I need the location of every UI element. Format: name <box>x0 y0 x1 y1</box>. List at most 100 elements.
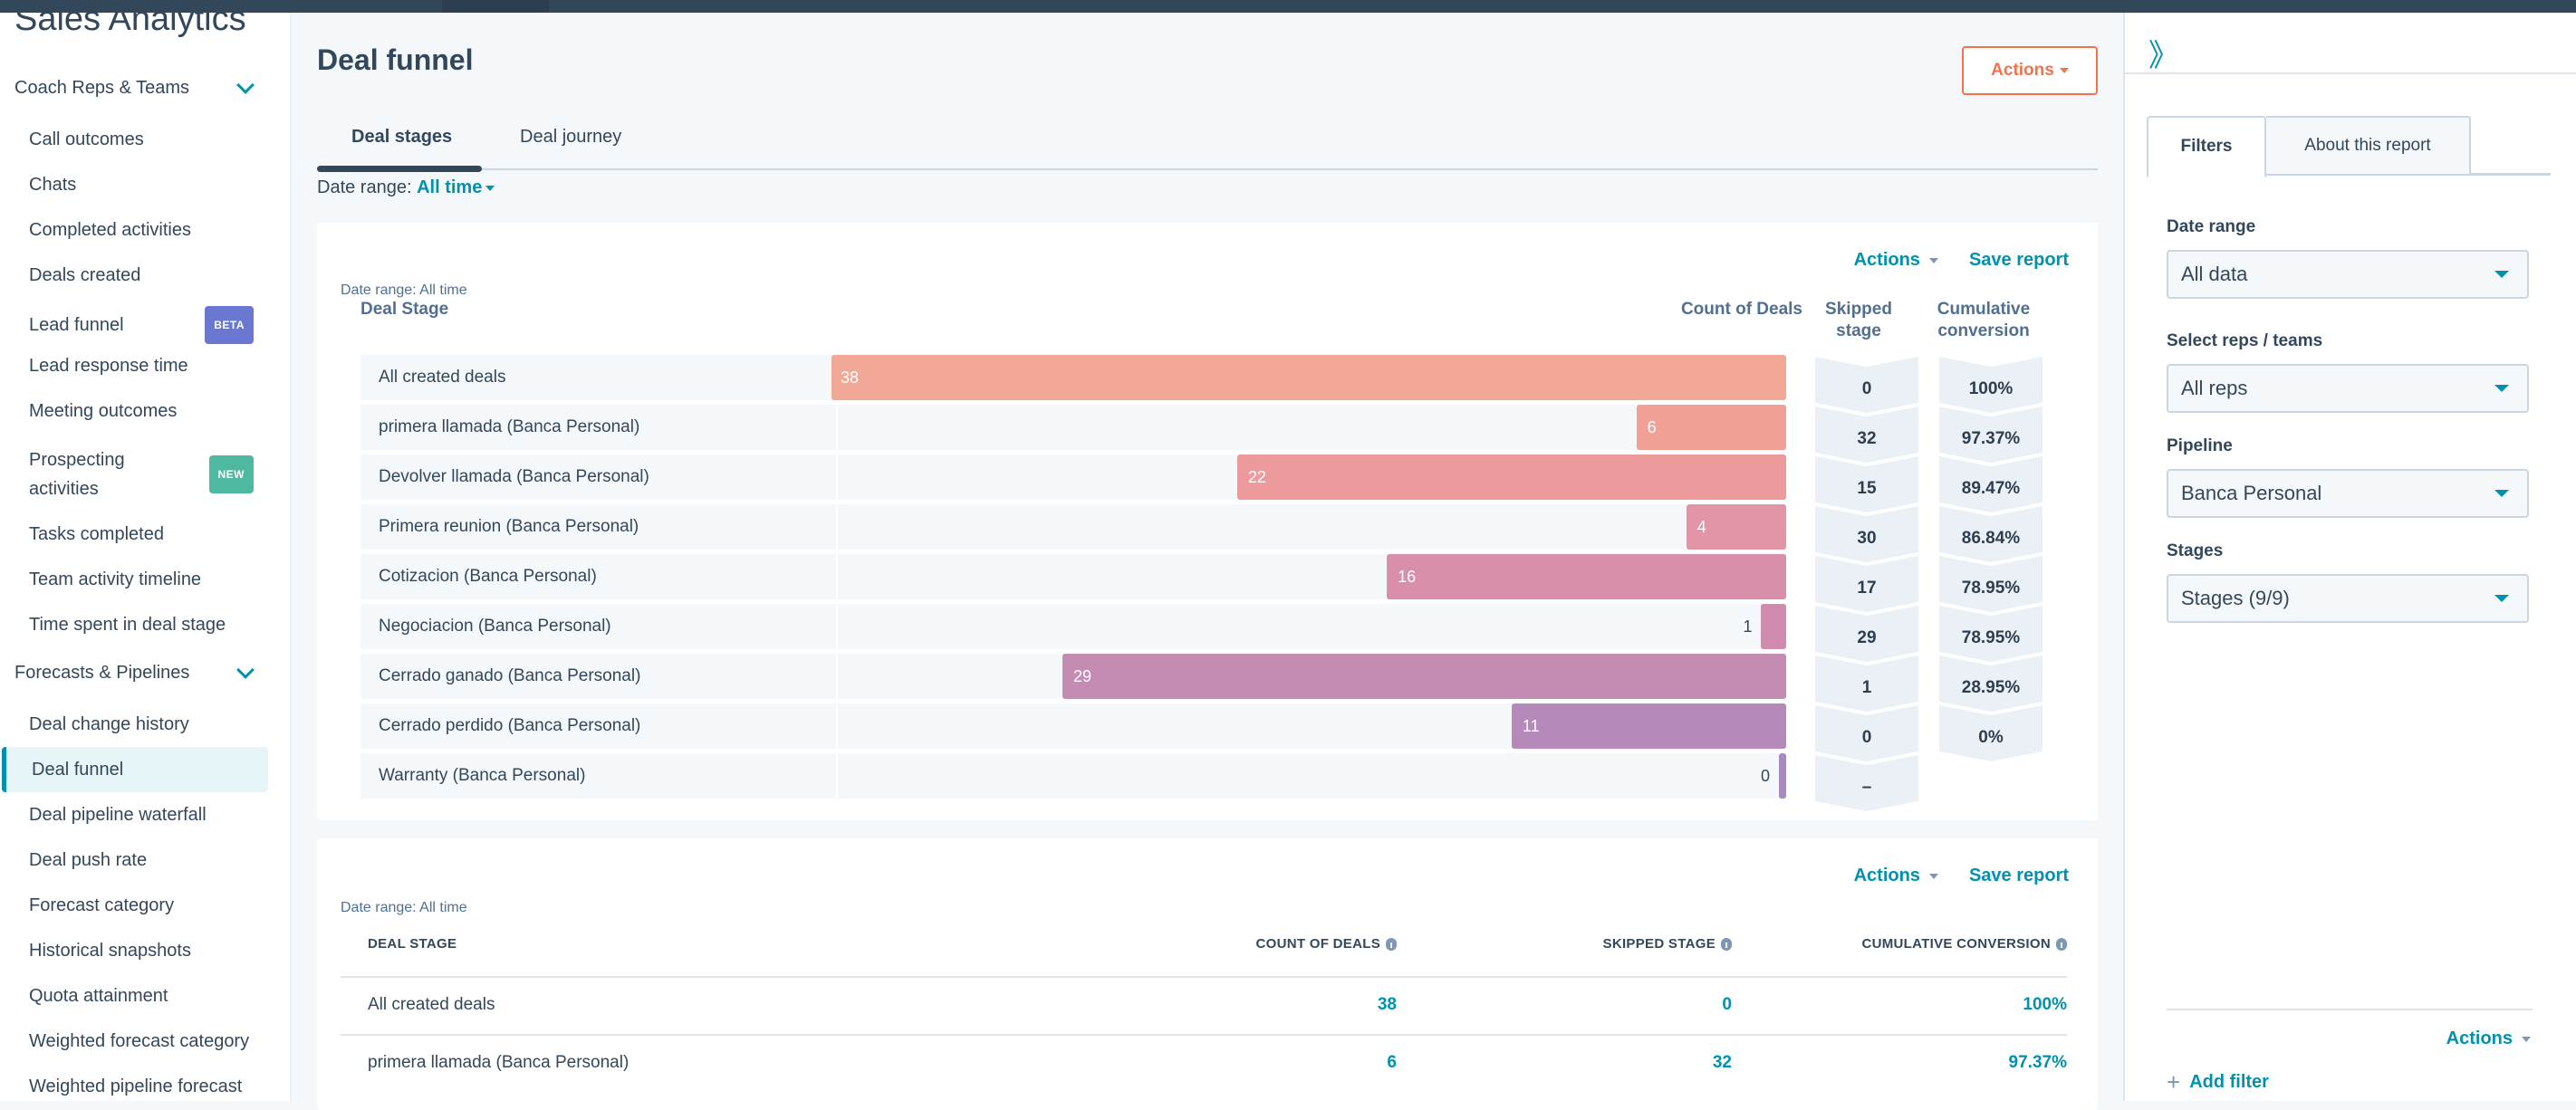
funnel-bar[interactable] <box>1236 455 1786 500</box>
filters-panel: 》 Filters About this report Actions + Add… <box>2123 13 2576 1101</box>
funnel-bar-track: 22 <box>838 455 1786 500</box>
cell-skipped-stage[interactable]: 32 <box>1712 1053 1732 1072</box>
funnel-stage-label: Cerrado ganado (Banca Personal) <box>360 654 836 699</box>
new-badge: NEW <box>208 455 254 493</box>
top-nav-active-tab[interactable] <box>442 0 549 13</box>
filter-select-pipeline[interactable]: Banca Personal <box>2167 469 2529 518</box>
sidebar-item-label: Weighted pipeline forecast <box>29 1077 243 1096</box>
tab-deal-journey[interactable]: Deal journey <box>520 127 622 147</box>
filter-select-select-reps-teams[interactable]: All reps <box>2167 364 2529 413</box>
cell-count-of-deals[interactable]: 6 <box>1387 1053 1397 1072</box>
info-icon[interactable] <box>1721 937 1732 951</box>
funnel-bar[interactable] <box>1636 405 1786 450</box>
sidebar-item[interactable]: Deal pipeline waterfall <box>29 800 254 829</box>
funnel-row: Cotizacion (Banca Personal) 16 <box>360 554 1786 599</box>
caret-down-icon <box>1928 257 1938 263</box>
skipped-stage-cell: 0 <box>1815 705 1918 761</box>
sidebar-item[interactable]: Tasks completed <box>29 520 254 549</box>
cumulative-conversion-cell: 100% <box>1939 357 2043 413</box>
cell-count-of-deals[interactable]: 38 <box>1377 995 1397 1014</box>
cell-deal-stage: All created deals <box>368 995 495 1014</box>
skipped-stage-cell: 29 <box>1815 606 1918 662</box>
sidebar-item-label: Completed activities <box>29 220 191 240</box>
funnel-bar[interactable] <box>1686 504 1786 550</box>
sidebar-group-label: Forecasts & Pipelines <box>14 663 190 683</box>
skipped-stage-cell: 32 <box>1815 407 1918 463</box>
panel-actions-button[interactable]: Actions <box>2446 1029 2531 1049</box>
funnel-bar[interactable] <box>1387 554 1786 599</box>
funnel-bar-track: 0 <box>838 753 1786 799</box>
sidebar-item[interactable]: Weighted forecast category <box>29 1027 254 1056</box>
col-header-cumulative-conversion: Cumulative conversion <box>1937 300 2031 340</box>
funnel-row: Negociacion (Banca Personal) 1 <box>360 604 1786 649</box>
sidebar-item[interactable]: Team activity timeline <box>29 565 254 594</box>
tab-filters[interactable]: Filters <box>2147 116 2266 178</box>
th-label: COUNT OF DEALS <box>1255 936 1380 952</box>
funnel-bar[interactable] <box>1511 703 1786 749</box>
cell-skipped-stage[interactable]: 0 <box>1722 995 1732 1014</box>
funnel-value-label: 11 <box>1522 717 1540 735</box>
cumulative-conversion-cell: 78.95% <box>1939 556 2043 612</box>
sidebar-item[interactable]: Prospecting activities NEW <box>29 445 254 503</box>
funnel-bar-track: 4 <box>838 504 1786 550</box>
sidebar-item[interactable]: Completed activities <box>29 215 254 244</box>
sidebar-item-label: Lead funnel <box>29 315 124 335</box>
add-filter-button[interactable]: + Add filter <box>2167 1068 2269 1096</box>
col-header-count-of-deals: Count of Deals <box>1680 300 1802 319</box>
plus-icon: + <box>2167 1068 2181 1096</box>
sidebar-item[interactable]: Deal funnel <box>2 747 268 792</box>
sidebar-group-1[interactable]: Forecasts & Pipelines <box>14 660 257 684</box>
cell-cumulative-conversion[interactable]: 100% <box>2023 995 2067 1014</box>
sidebar-item-label: Call outcomes <box>29 129 144 149</box>
sidebar-item[interactable]: Meeting outcomes <box>29 397 254 426</box>
filter-select-date-range[interactable]: All data <box>2167 250 2529 299</box>
tab-deal-stages[interactable]: Deal stages <box>351 127 453 147</box>
sidebar-item[interactable]: Deals created <box>29 261 254 290</box>
skipped-stage-cell: 30 <box>1815 506 1918 562</box>
page-actions-label: Actions <box>1991 61 2054 80</box>
chart-actions-button[interactable]: Actions <box>1854 250 1938 271</box>
funnel-bar[interactable] <box>1761 604 1786 649</box>
divider <box>2167 1009 2533 1010</box>
cell-cumulative-conversion[interactable]: 97.37% <box>2008 1053 2067 1072</box>
th-cumulative-conversion[interactable]: CUMULATIVE CONVERSION <box>1732 936 2067 952</box>
sidebar-item[interactable]: Historical snapshots <box>29 936 254 965</box>
th-skipped-stage[interactable]: SKIPPED STAGE <box>1397 936 1732 952</box>
save-report-button[interactable]: Save report <box>1968 866 2069 885</box>
table-row[interactable]: All created deals 38 0 100% <box>341 976 2067 1032</box>
funnel-bar[interactable] <box>1062 654 1786 699</box>
funnel-row: Devolver llamada (Banca Personal) 22 <box>360 455 1786 500</box>
page-actions-button[interactable]: Actions <box>1962 46 2098 95</box>
save-report-button[interactable]: Save report <box>1968 250 2069 270</box>
sidebar-item[interactable]: Chats <box>29 170 254 199</box>
sidebar-item[interactable]: Weighted pipeline forecast <box>29 1072 254 1101</box>
tab-about-this-report[interactable]: About this report <box>2266 116 2471 176</box>
filter-select-stages[interactable]: Stages (9/9) <box>2167 574 2529 623</box>
info-icon[interactable] <box>2056 937 2067 951</box>
cumulative-conversion-cell: 78.95% <box>1939 606 2043 662</box>
funnel-bar-track: 11 <box>838 703 1786 749</box>
sidebar-item-label: Tasks completed <box>29 524 164 544</box>
sidebar-item[interactable]: Forecast category <box>29 891 254 920</box>
funnel-bar-track: 38 <box>831 355 1786 400</box>
funnel-bar[interactable] <box>1779 753 1786 799</box>
sidebar-item-label: Lead response time <box>29 356 188 376</box>
cumulative-conversion-cell: 28.95% <box>1939 655 2043 712</box>
sidebar-item[interactable]: Call outcomes <box>29 125 254 154</box>
table-row[interactable]: primera llamada (Banca Personal) 6 32 97.37… <box>341 1034 2067 1090</box>
sidebar-item[interactable]: Quota attainment <box>29 981 254 1010</box>
th-count-of-deals[interactable]: COUNT OF DEALS <box>1025 936 1397 952</box>
sidebar-item[interactable]: Lead response time <box>29 351 254 380</box>
table-actions-button[interactable]: Actions <box>1854 866 1938 886</box>
sidebar-item[interactable]: Deal change history <box>29 710 254 739</box>
funnel-bar[interactable] <box>831 355 1786 400</box>
date-range-dropdown[interactable]: All time <box>417 177 495 197</box>
th-deal-stage[interactable]: DEAL STAGE <box>368 936 457 952</box>
sidebar-item[interactable]: Lead funnel BETA <box>29 306 254 344</box>
collapse-panel-icon[interactable]: 》 <box>2148 39 2179 73</box>
info-icon[interactable] <box>1386 937 1397 951</box>
sidebar-item[interactable]: Time spent in deal stage <box>29 610 254 639</box>
funnel-row: Cerrado perdido (Banca Personal) 11 <box>360 703 1786 749</box>
sidebar-item[interactable]: Deal push rate <box>29 846 254 875</box>
sidebar-group-0[interactable]: Coach Reps & Teams <box>14 75 257 99</box>
